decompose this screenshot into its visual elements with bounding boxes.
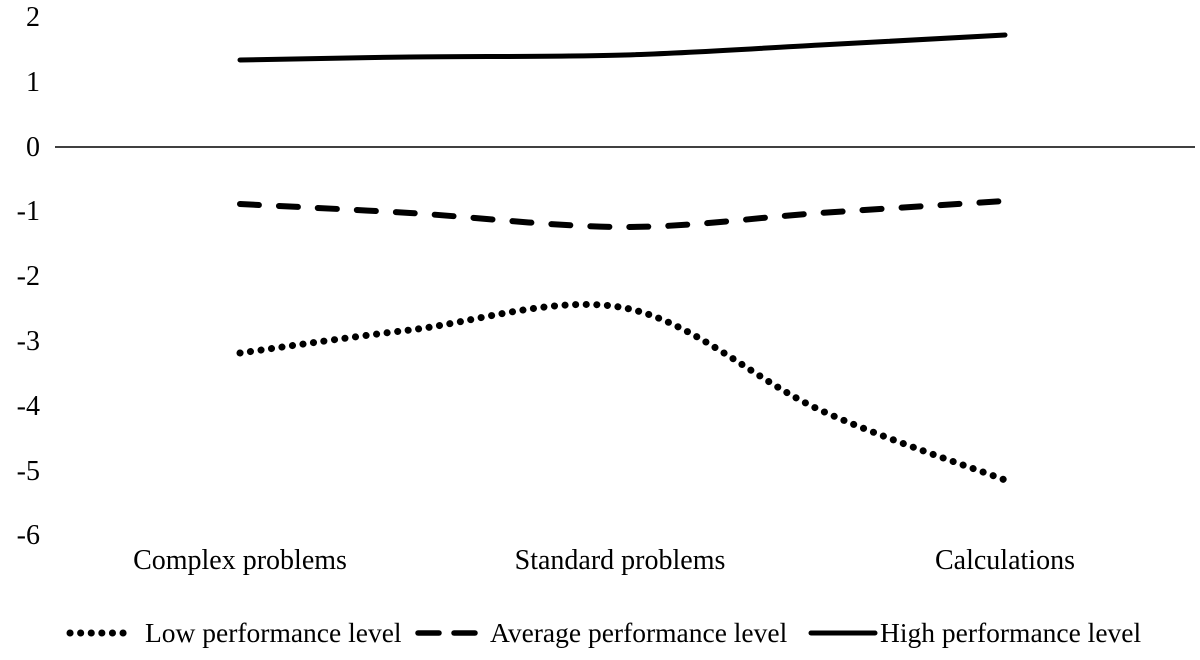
svg-text:Low performance level: Low performance level [145, 617, 402, 648]
svg-text:Average performance level: Average performance level [490, 617, 788, 648]
svg-text:High performance level: High performance level [880, 617, 1141, 648]
